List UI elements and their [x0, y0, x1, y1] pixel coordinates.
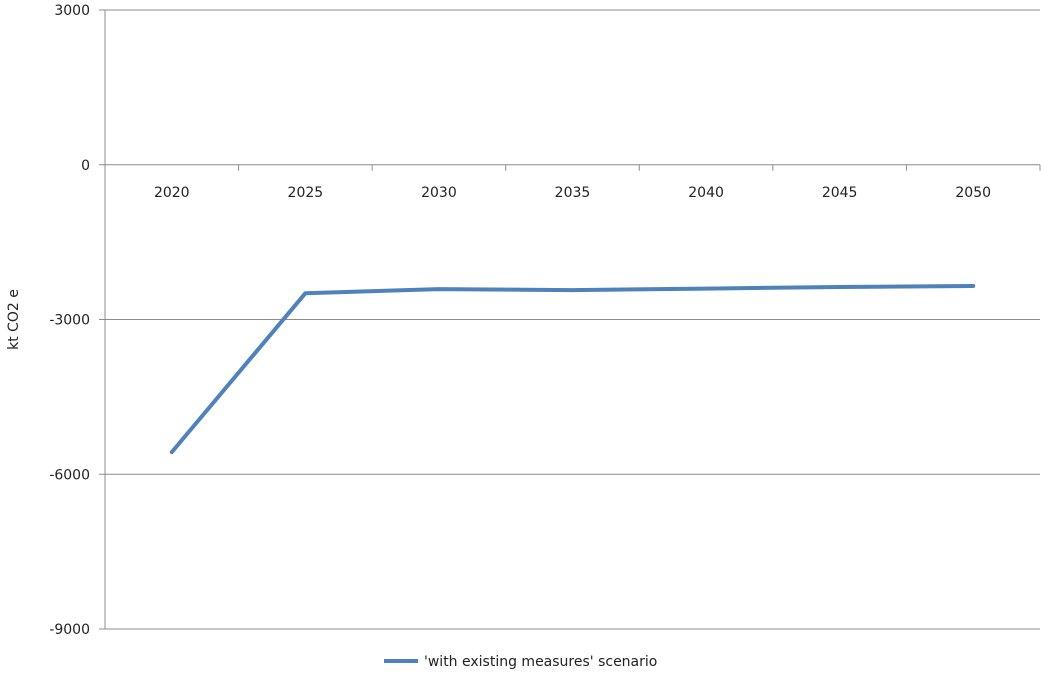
y-tick-label: -9000	[49, 622, 90, 638]
gridlines	[105, 9, 1040, 630]
x-tick-label: 2035	[555, 185, 591, 201]
x-tick-label: 2025	[288, 185, 324, 201]
legend: 'with existing measures' scenario	[384, 654, 657, 670]
x-tick-label: 2030	[421, 185, 457, 201]
y-tick-label: 0	[81, 158, 90, 174]
x-tick-label: 2050	[955, 185, 991, 201]
y-axis-title: kt CO2 e	[6, 289, 22, 350]
y-tick-label: -3000	[49, 313, 90, 329]
legend-label: 'with existing measures' scenario	[424, 654, 657, 670]
x-tick-labels: 2020 2025 2030 2035 2040 2045 2050	[154, 185, 991, 201]
y-tick-label: 3000	[54, 3, 90, 19]
series-line	[169, 284, 976, 455]
x-tick-label: 2040	[688, 185, 724, 201]
x-tick-label: 2045	[822, 185, 858, 201]
y-tick-labels: 3000 0 -3000 -6000 -9000	[49, 3, 90, 638]
y-tick-label: -6000	[49, 467, 90, 483]
axes	[99, 9, 1041, 630]
series	[169, 284, 976, 455]
x-tick-label: 2020	[154, 185, 190, 201]
